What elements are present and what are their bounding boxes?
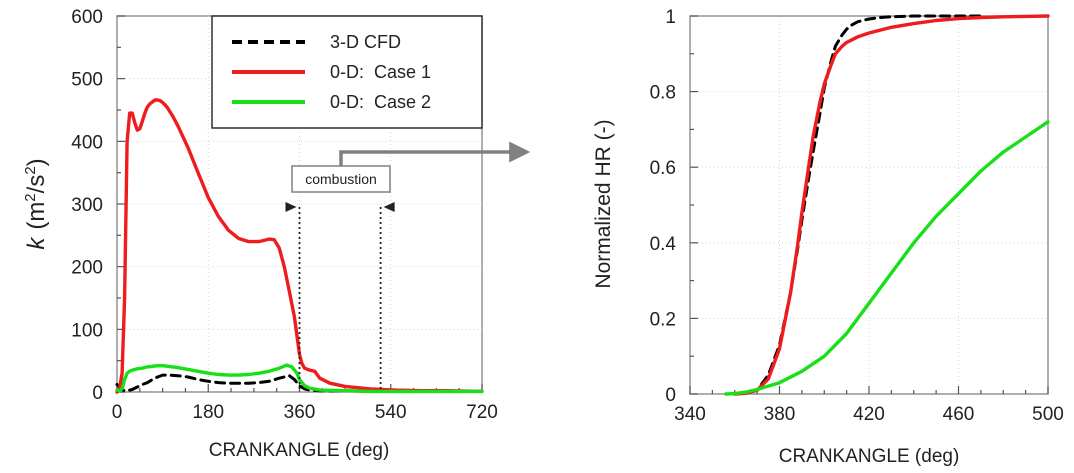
x-tick-label: 360 [284, 402, 316, 423]
legend-label-cfd: 3-D CFD [330, 32, 401, 52]
y-tick-label: 300 [71, 195, 103, 216]
left-chart: 0 180 360 540 720 0 100 200 300 400 500 600 3-D CFD… [22, 7, 531, 461]
x-tick-label: 500 [1032, 404, 1064, 425]
right-y-axis-title: Normalized HR (-) [592, 119, 615, 288]
x-tick-label: 0 [112, 402, 123, 423]
y-tick-label: 0.2 [650, 309, 676, 330]
combustion-label-box [291, 165, 391, 193]
right-chart: 340 380 420 460 500 0 0.2 0.4 0.6 0.8 1 CRANKANGLE… [592, 7, 1064, 467]
x-tick-label: 540 [375, 402, 407, 423]
right-series-group [724, 14, 1050, 396]
right-ticks: 340 380 420 460 500 0 0.2 0.4 0.6 0.8 1 [650, 7, 1064, 425]
legend-label-case1: 0-D: Case 1 [330, 62, 431, 82]
y-axis-unit-open: (m [23, 202, 50, 230]
y-tick-label: 0.8 [650, 83, 676, 104]
y-axis-unit-slash: /s [23, 175, 50, 194]
x-tick-label: 420 [853, 404, 885, 425]
combustion-annotation: combustion [291, 141, 531, 193]
y-tick-label: 0.4 [650, 234, 677, 255]
series-line-3-d-cfd [733, 14, 983, 396]
y-axis-exp2: 2 [22, 166, 39, 174]
left-ticks: 0 180 360 540 720 0 100 200 300 400 500 600 [71, 7, 498, 423]
y-tick-label: 400 [71, 132, 103, 153]
series-line-0-d-case-1 [115, 98, 484, 394]
y-tick-label: 100 [71, 320, 103, 341]
y-tick-label: 0 [92, 383, 103, 404]
combustion-start-arrow [285, 202, 297, 212]
left-y-axis-title: k(m2/s2) [22, 158, 50, 249]
series-line-0-d-case-1 [733, 14, 1050, 396]
left-series-group [115, 98, 484, 394]
x-tick-label: 180 [192, 402, 224, 423]
right-grid [690, 16, 1048, 394]
x-tick-label: 340 [674, 404, 706, 425]
y-tick-label: 200 [71, 258, 103, 279]
y-tick-label: 0 [665, 385, 676, 406]
combustion-connector-arrow [339, 141, 531, 166]
combustion-window [285, 202, 395, 392]
combustion-end-arrow [383, 202, 395, 212]
y-axis-exp1: 2 [22, 193, 39, 201]
y-axis-unit-close: ) [23, 158, 50, 166]
y-axis-symbol: k [23, 236, 50, 250]
legend: 3-D CFD 0-D: Case 1 0-D: Case 2 [211, 15, 483, 129]
left-x-axis-title: CRANKANGLE (deg) [209, 440, 390, 461]
x-tick-label: 460 [943, 404, 975, 425]
y-tick-label: 600 [71, 7, 103, 28]
y-tick-label: 1 [665, 7, 676, 28]
series-line-0-d-case-2 [724, 120, 1050, 396]
combustion-label: combustion [305, 171, 377, 187]
right-x-axis-title: CRANKANGLE (deg) [779, 446, 960, 467]
y-tick-label: 0.6 [650, 158, 676, 179]
x-tick-label: 720 [466, 402, 498, 423]
legend-label-case2: 0-D: Case 2 [330, 92, 431, 112]
y-tick-label: 500 [71, 70, 103, 91]
x-tick-label: 380 [764, 404, 796, 425]
series-line-0-d-case-2 [115, 363, 484, 394]
